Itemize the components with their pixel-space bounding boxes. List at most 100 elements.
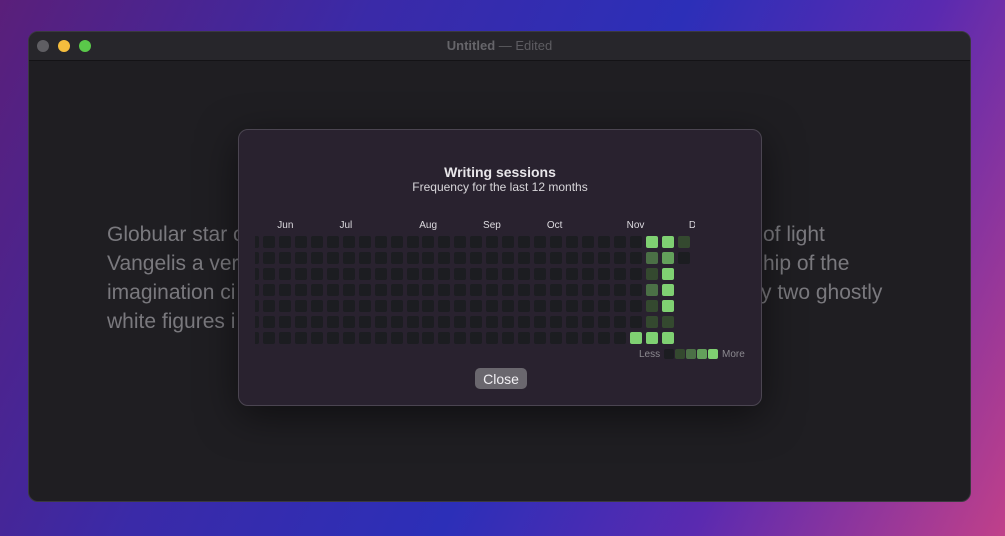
day-cell bbox=[645, 252, 658, 264]
text-fragment: imagination ci bbox=[107, 281, 236, 304]
text-fragment: Globular star c bbox=[107, 223, 244, 246]
day-cell bbox=[374, 252, 387, 264]
day-cell bbox=[486, 268, 499, 280]
day-cell bbox=[629, 284, 642, 296]
day-cell bbox=[262, 316, 275, 328]
day-cell bbox=[278, 300, 291, 312]
day-cell bbox=[438, 284, 451, 296]
day-cell bbox=[278, 284, 291, 296]
day-cell bbox=[406, 252, 419, 264]
day-cell bbox=[677, 252, 690, 264]
day-cell bbox=[518, 332, 531, 344]
day-cell bbox=[255, 252, 259, 264]
day-cell bbox=[326, 236, 339, 248]
day-cell bbox=[390, 236, 403, 248]
day-cell bbox=[342, 300, 355, 312]
text-fragment: y two ghostly bbox=[761, 281, 883, 304]
close-window-button[interactable] bbox=[37, 40, 49, 52]
legend-less: Less bbox=[639, 349, 661, 360]
day-cell bbox=[581, 316, 594, 328]
dialog-title: Writing sessions bbox=[444, 164, 556, 180]
day-cell bbox=[454, 332, 467, 344]
day-cell bbox=[486, 316, 499, 328]
day-cell bbox=[534, 332, 547, 344]
day-cell bbox=[661, 316, 674, 328]
day-cell bbox=[613, 252, 626, 264]
day-cell bbox=[661, 252, 674, 264]
day-cell bbox=[454, 300, 467, 312]
day-cell bbox=[255, 300, 259, 312]
minimize-window-button[interactable] bbox=[58, 40, 70, 52]
text-fragment: white figures i bbox=[107, 310, 236, 333]
day-cell bbox=[278, 332, 291, 344]
day-cell bbox=[390, 252, 403, 264]
day-cell bbox=[613, 284, 626, 296]
day-cell bbox=[406, 316, 419, 328]
day-cell bbox=[581, 284, 594, 296]
day-cell bbox=[406, 300, 419, 312]
day-cell bbox=[566, 252, 578, 264]
day-cell bbox=[566, 284, 578, 296]
window-title: Untitled — Edited bbox=[29, 38, 970, 53]
day-cell bbox=[470, 236, 483, 248]
day-cell bbox=[502, 316, 515, 328]
day-cell bbox=[342, 268, 355, 280]
day-cell bbox=[581, 268, 594, 280]
month-label: Aug bbox=[419, 220, 438, 231]
day-cell bbox=[310, 252, 323, 264]
day-cell bbox=[422, 268, 435, 280]
month-label: Dec bbox=[688, 220, 695, 231]
writing-sessions-dialog: Writing sessions Frequency for the last … bbox=[238, 129, 762, 406]
day-cell bbox=[326, 268, 339, 280]
day-cell bbox=[438, 236, 451, 248]
day-cell bbox=[629, 236, 642, 248]
day-cell bbox=[406, 236, 419, 248]
day-cell bbox=[406, 332, 419, 344]
day-cell bbox=[294, 252, 307, 264]
month-label: Sep bbox=[483, 220, 501, 231]
day-cell bbox=[470, 300, 483, 312]
day-cell bbox=[518, 268, 531, 280]
day-cell bbox=[502, 300, 515, 312]
day-cell bbox=[326, 252, 339, 264]
day-cell bbox=[262, 268, 275, 280]
legend-swatch bbox=[697, 349, 707, 359]
text-fragment: hip of the bbox=[763, 252, 850, 275]
day-cell bbox=[454, 252, 467, 264]
day-cell bbox=[406, 284, 419, 296]
close-button[interactable]: Close bbox=[475, 368, 527, 389]
day-cell bbox=[534, 268, 547, 280]
day-cell bbox=[661, 300, 674, 312]
editor-window: Untitled — Edited Globular star c of ligh… bbox=[28, 31, 971, 502]
day-cell bbox=[342, 316, 355, 328]
day-cell bbox=[390, 284, 403, 296]
day-cell bbox=[550, 332, 563, 344]
day-cell bbox=[645, 284, 658, 296]
day-cell bbox=[262, 252, 275, 264]
zoom-window-button[interactable] bbox=[79, 40, 91, 52]
day-cell bbox=[597, 236, 610, 248]
day-cell bbox=[597, 332, 610, 344]
day-cell bbox=[661, 332, 674, 344]
day-cell bbox=[534, 236, 547, 248]
day-cell bbox=[645, 300, 658, 312]
day-cell bbox=[566, 236, 578, 248]
day-cell bbox=[422, 252, 435, 264]
day-cell bbox=[342, 236, 355, 248]
day-cell bbox=[342, 332, 355, 344]
day-cell bbox=[597, 252, 610, 264]
day-cell bbox=[534, 316, 547, 328]
text-line: white figures i bbox=[107, 307, 249, 336]
day-cell bbox=[550, 284, 563, 296]
document-text[interactable]: Globular star c of light Vangelis a very h… bbox=[107, 220, 882, 336]
day-cell bbox=[438, 316, 451, 328]
day-cell bbox=[390, 316, 403, 328]
day-cell bbox=[438, 332, 451, 344]
day-cell bbox=[566, 268, 578, 280]
day-cell bbox=[310, 316, 323, 328]
day-cell bbox=[255, 316, 259, 328]
day-cell bbox=[390, 300, 403, 312]
day-cell bbox=[566, 332, 578, 344]
day-cell bbox=[470, 252, 483, 264]
day-cell bbox=[422, 284, 435, 296]
